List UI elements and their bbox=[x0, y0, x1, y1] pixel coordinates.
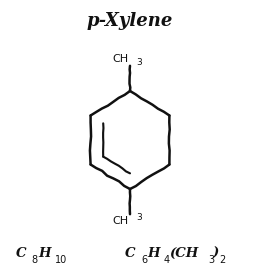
Text: CH: CH bbox=[113, 54, 129, 64]
Text: C: C bbox=[125, 247, 135, 260]
Text: 3: 3 bbox=[136, 58, 142, 67]
Text: 3: 3 bbox=[208, 255, 214, 265]
Text: p-Xylene: p-Xylene bbox=[87, 12, 173, 30]
Text: ): ) bbox=[213, 247, 219, 260]
Text: H: H bbox=[148, 247, 160, 260]
Text: 8: 8 bbox=[32, 255, 38, 265]
Text: H: H bbox=[38, 247, 51, 260]
Text: 2: 2 bbox=[220, 255, 226, 265]
Text: C: C bbox=[16, 247, 26, 260]
Text: 3: 3 bbox=[136, 213, 142, 222]
Text: 4: 4 bbox=[164, 255, 170, 265]
Text: 6: 6 bbox=[141, 255, 147, 265]
Text: 10: 10 bbox=[55, 255, 67, 265]
Text: CH: CH bbox=[113, 216, 129, 226]
Text: (CH: (CH bbox=[170, 247, 199, 260]
